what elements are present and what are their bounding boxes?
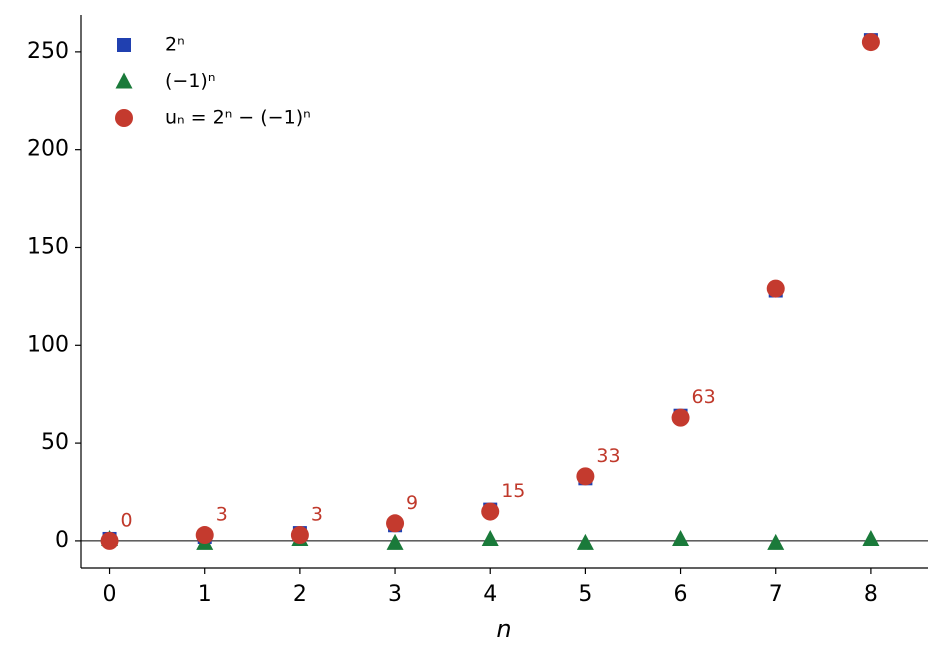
marker-triangle xyxy=(672,529,690,546)
data-label: 63 xyxy=(692,386,716,408)
marker-circle xyxy=(766,279,785,298)
legend-label: uₙ = 2ⁿ − (−1)ⁿ xyxy=(165,107,311,129)
marker-triangle xyxy=(481,529,499,546)
data-label: 15 xyxy=(501,480,525,502)
x-tick-label: 1 xyxy=(198,582,212,607)
x-tick-label: 3 xyxy=(388,582,402,607)
marker-circle xyxy=(386,514,405,533)
marker-triangle xyxy=(576,533,594,550)
marker-circle xyxy=(671,408,690,427)
data-label: 33 xyxy=(596,445,620,467)
marker-circle xyxy=(290,526,309,545)
marker-triangle xyxy=(767,533,785,550)
marker-triangle xyxy=(115,72,133,89)
marker-circle xyxy=(100,531,119,550)
x-tick-label: 5 xyxy=(578,582,592,607)
marker-square xyxy=(117,38,131,52)
marker-triangle xyxy=(386,533,404,550)
x-tick-label: 4 xyxy=(483,582,497,607)
marker-circle xyxy=(861,33,880,52)
y-tick-label: 250 xyxy=(27,39,69,64)
x-axis-label: n xyxy=(496,615,511,643)
y-tick-label: 50 xyxy=(41,430,69,455)
marker-circle xyxy=(481,502,500,521)
data-label: 9 xyxy=(406,492,418,514)
x-tick-label: 0 xyxy=(103,582,117,607)
marker-circle xyxy=(115,109,133,127)
data-label: 3 xyxy=(216,504,228,526)
marker-circle xyxy=(195,526,214,545)
y-tick-label: 100 xyxy=(27,332,69,357)
legend-label: 2ⁿ xyxy=(165,34,185,56)
marker-circle xyxy=(576,467,595,486)
legend-label: (−1)ⁿ xyxy=(165,70,215,92)
y-tick-label: 200 xyxy=(27,137,69,162)
y-tick-label: 0 xyxy=(55,528,69,553)
x-tick-label: 6 xyxy=(674,582,688,607)
data-label: 0 xyxy=(121,509,133,531)
x-tick-label: 7 xyxy=(769,582,783,607)
x-tick-label: 2 xyxy=(293,582,307,607)
marker-triangle xyxy=(862,529,880,546)
data-label: 3 xyxy=(311,504,323,526)
x-tick-label: 8 xyxy=(864,582,878,607)
y-tick-label: 150 xyxy=(27,234,69,259)
